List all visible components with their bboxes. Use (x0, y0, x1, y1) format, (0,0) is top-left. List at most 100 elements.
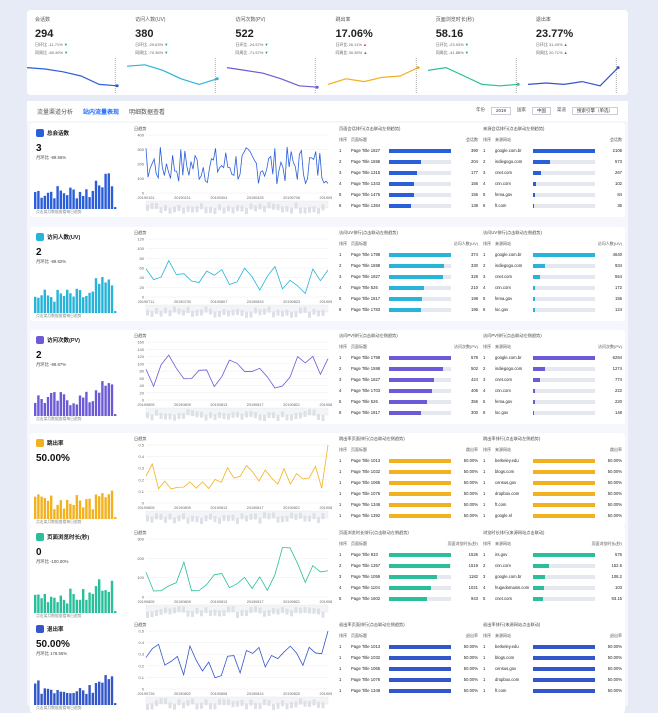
monthly-bar-chart[interactable] (34, 479, 120, 521)
table-row[interactable]: 4 cnn.com 172 (483, 282, 622, 293)
monthly-bar[interactable] (85, 391, 88, 416)
monthly-bar[interactable] (50, 191, 53, 209)
monthly-bar[interactable] (85, 295, 88, 313)
monthly-bar[interactable] (88, 685, 91, 705)
monthly-bar[interactable] (69, 693, 72, 705)
monthly-bar[interactable] (98, 185, 101, 209)
monthly-bar[interactable] (104, 675, 107, 705)
monthly-bar[interactable] (82, 297, 85, 313)
monthly-bar[interactable] (75, 495, 78, 519)
table-row[interactable]: 1 Page Title 1013 50.00% (339, 455, 478, 466)
monthly-bar-chart[interactable] (34, 573, 120, 615)
table-row[interactable]: 2 indiegogo.com 573 (483, 156, 622, 167)
monthly-bar[interactable] (56, 602, 59, 613)
monthly-bar[interactable] (46, 688, 50, 705)
monthly-bar[interactable] (91, 593, 94, 613)
monthly-bar[interactable] (107, 279, 110, 313)
monthly-bar[interactable] (98, 392, 101, 416)
monthly-bar[interactable] (91, 190, 94, 209)
monthly-bar[interactable] (104, 497, 107, 519)
monthly-bar-chart[interactable] (34, 169, 120, 211)
monthly-bar[interactable] (82, 195, 85, 209)
table-row[interactable]: 1 Page Title 1065 50.00% (339, 477, 478, 488)
monthly-bar[interactable] (91, 509, 94, 519)
monthly-bar[interactable] (114, 517, 117, 519)
table-row[interactable]: 1 Page Title 1348 50.00% (339, 685, 478, 696)
table-row[interactable]: 6 loc.gov 148 (483, 407, 622, 418)
table-row[interactable]: 1 census.gov 50.00% (483, 477, 622, 488)
table-row[interactable]: 3 Page Title 1315 177 (339, 167, 478, 178)
monthly-bar[interactable] (62, 394, 66, 416)
monthly-bar[interactable] (107, 383, 110, 416)
monthly-bar[interactable] (43, 289, 46, 313)
monthly-bar[interactable] (98, 496, 101, 519)
monthly-bar[interactable] (46, 500, 50, 519)
monthly-bar[interactable] (110, 285, 114, 313)
table-row[interactable]: 3 Page Title 1827 328 (339, 271, 478, 282)
table-row[interactable]: 1 Page Title 1392 50.00% (339, 510, 478, 521)
monthly-bar[interactable] (62, 691, 66, 705)
table-row[interactable]: 1 dropbox.com 50.00% (483, 488, 622, 499)
monthly-bar[interactable] (37, 494, 40, 519)
table-row[interactable]: 1 google.com.br 4640 (483, 249, 622, 260)
table-row[interactable]: 5 Page Title 1817 198 (339, 293, 478, 304)
monthly-bar[interactable] (110, 580, 114, 613)
table-row[interactable]: 1 Page Title 1798 374 (339, 249, 478, 260)
table-row[interactable]: 1 berkeley.edu 50.00% (483, 641, 622, 652)
monthly-bar[interactable] (88, 197, 91, 209)
monthly-bar[interactable] (50, 495, 53, 519)
monthly-bar[interactable] (72, 504, 75, 519)
monthly-bar[interactable] (56, 289, 59, 313)
table-row[interactable]: 1 irs.gov 576 (483, 549, 622, 560)
monthly-bar[interactable] (110, 384, 114, 416)
monthly-bar[interactable] (37, 594, 40, 613)
monthly-bar[interactable] (75, 288, 78, 313)
monthly-bar[interactable] (66, 603, 69, 613)
monthly-bar[interactable] (66, 692, 69, 705)
monthly-bar[interactable] (107, 494, 110, 519)
monthly-bar[interactable] (43, 498, 46, 519)
monthly-bar[interactable] (43, 688, 46, 705)
table-row[interactable]: 3 Page Title 1827 424 (339, 374, 478, 385)
monthly-bar[interactable] (78, 191, 82, 209)
table-row[interactable]: 1 Page Title 1827 390 (339, 145, 478, 156)
monthly-bar[interactable] (53, 392, 56, 416)
tab-site-traffic[interactable]: 站内流量表现 (83, 109, 120, 116)
monthly-bar[interactable] (82, 397, 85, 416)
monthly-bar[interactable] (98, 681, 101, 705)
monthly-bar[interactable] (50, 297, 53, 313)
table-row[interactable]: 4 Page Title 1703 406 (339, 385, 478, 396)
monthly-bar[interactable] (101, 493, 104, 519)
monthly-bar[interactable] (53, 509, 56, 519)
table-row[interactable]: 2 Page Title 1598 502 (339, 363, 478, 374)
monthly-bar[interactable] (66, 195, 69, 209)
monthly-bar[interactable] (34, 296, 37, 313)
channel-select[interactable]: 搜索引擎（单选） (572, 107, 618, 115)
monthly-bar[interactable] (75, 691, 78, 705)
monthly-bar[interactable] (78, 500, 82, 519)
monthly-bar[interactable] (94, 278, 98, 313)
monthly-bar[interactable] (66, 400, 69, 416)
monthly-bar[interactable] (114, 311, 117, 313)
monthly-bar[interactable] (50, 689, 53, 705)
monthly-bar[interactable] (62, 295, 66, 313)
table-row[interactable]: 4 cnn.com 222 (483, 385, 622, 396)
monthly-bar[interactable] (91, 692, 94, 705)
monthly-bar-chart[interactable] (34, 376, 120, 418)
monthly-bar[interactable] (107, 591, 110, 613)
monthly-bar[interactable] (62, 193, 66, 209)
table-row[interactable]: 2 Page Title 1357 1519 (339, 560, 478, 571)
monthly-bar[interactable] (114, 703, 117, 705)
monthly-bar[interactable] (88, 292, 91, 313)
monthly-bar[interactable] (40, 399, 43, 416)
monthly-bar[interactable] (72, 594, 75, 613)
monthly-bar[interactable] (34, 683, 37, 705)
monthly-bar[interactable] (82, 589, 85, 613)
monthly-bar[interactable] (91, 291, 94, 313)
tab-channel-analysis[interactable]: 流量渠道分析 (37, 109, 74, 116)
monthly-bar-chart[interactable] (34, 665, 120, 707)
table-row[interactable]: 3 cnet.com 554 (483, 271, 622, 282)
year-select[interactable]: 2019 (490, 107, 511, 115)
monthly-bar[interactable] (69, 187, 72, 209)
monthly-bar[interactable] (110, 490, 114, 519)
